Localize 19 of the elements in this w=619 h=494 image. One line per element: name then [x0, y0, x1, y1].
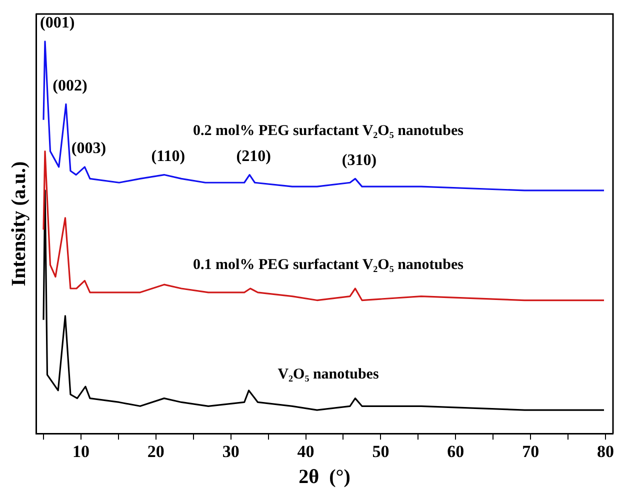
x-axis-title: 2θ (°)	[298, 466, 350, 488]
x-tick-label: 40	[297, 442, 314, 462]
annotation: (110)	[151, 148, 186, 165]
annotation: (003)	[71, 140, 106, 158]
x-tick-label: 30	[222, 442, 240, 462]
x-tick-label: 20	[147, 442, 164, 462]
x-tick-label: 60	[447, 442, 464, 462]
annotation: (002)	[52, 77, 88, 94]
series-label: V₂O₅ nanotubes	[278, 366, 379, 383]
series-label: 0.1 mol% PEG surfactant V₂O₅ nanotubes	[193, 256, 464, 273]
annotation: (001)	[40, 14, 75, 32]
x-tick-label: 70	[522, 442, 540, 462]
x-tick-label: 80	[597, 442, 614, 462]
annotation: (210)	[236, 148, 271, 165]
annotation: (310)	[342, 152, 377, 169]
x-tick-label: 50	[372, 442, 390, 462]
y-axis-title: Intensity (a.u.)	[8, 161, 30, 286]
text: 0.2 mol% PEG surfactant V₂O₅ nanotubes	[193, 123, 464, 140]
x-tick-label: 10	[72, 442, 90, 462]
